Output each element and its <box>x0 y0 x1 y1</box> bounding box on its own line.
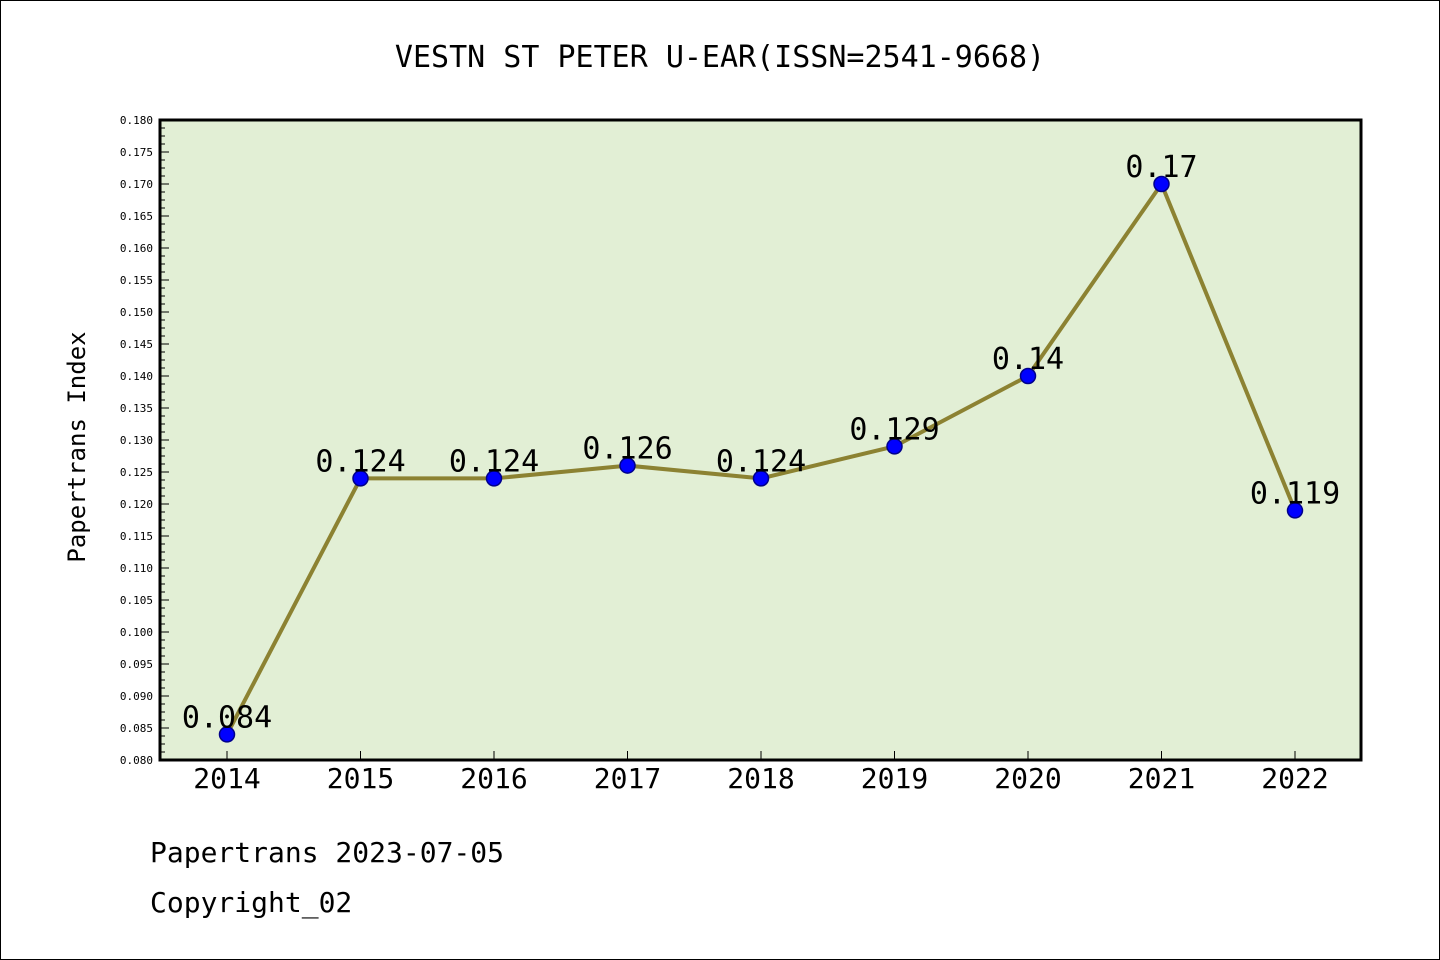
data-label: 0.126 <box>582 432 672 467</box>
data-label: 0.124 <box>315 444 405 479</box>
data-point <box>218 726 236 743</box>
data-point <box>619 457 636 474</box>
data-point <box>1019 367 1037 385</box>
y-tick-label: 0.115 <box>120 530 153 543</box>
data-label: 0.119 <box>1250 476 1340 511</box>
data-point <box>886 438 903 455</box>
x-tick-label: 2020 <box>994 762 1061 795</box>
x-tick-label: 2022 <box>1261 762 1328 795</box>
data-point <box>752 470 770 487</box>
y-tick-label: 0.140 <box>120 370 153 383</box>
y-tick-label: 0.155 <box>120 274 153 287</box>
y-axis: 0.080 0.085 0.090 0.095 0.100 0.105 0.110 0.115… <box>120 114 169 767</box>
data-point <box>485 470 503 487</box>
data-label: 0.124 <box>449 444 539 479</box>
y-tick-label: 0.120 <box>120 498 153 511</box>
y-tick-label: 0.125 <box>120 466 153 479</box>
data-label: 0.084 <box>182 700 272 735</box>
data-labels: 0.084 0.124 0.124 0.126 0.124 0.129 0.14 0.17 0.… <box>182 150 1340 735</box>
y-tick-label: 0.105 <box>120 594 153 607</box>
x-tick-label: 2021 <box>1128 762 1195 795</box>
data-label: 0.17 <box>1125 150 1197 185</box>
data-label: 0.14 <box>992 342 1064 377</box>
y-tick-label: 0.165 <box>120 210 153 223</box>
x-tick-label: 2015 <box>327 762 394 795</box>
x-axis: 2014 2015 2016 2017 2018 2019 2020 2021 2022 <box>193 751 1329 795</box>
plot-border <box>158 118 1363 762</box>
y-tick-label: 0.135 <box>120 402 153 415</box>
y-tick-label: 0.090 <box>120 690 153 703</box>
y-tick-label: 0.095 <box>120 658 153 671</box>
y-tick-label: 0.085 <box>120 722 153 735</box>
footer-copyright: Copyright_02 <box>150 886 353 919</box>
footer-source-date: Papertrans 2023-07-05 <box>150 836 505 869</box>
y-tick-label: 0.175 <box>120 146 153 159</box>
y-tick-label: 0.100 <box>120 626 153 639</box>
data-label: 0.129 <box>849 412 939 447</box>
y-tick-label: 0.145 <box>120 338 153 351</box>
data-markers <box>218 175 1304 743</box>
x-tick-label: 2017 <box>594 762 661 795</box>
data-point <box>1153 175 1170 193</box>
data-point <box>1286 502 1304 519</box>
y-tick-label: 0.160 <box>120 242 153 255</box>
data-label: 0.124 <box>716 444 806 479</box>
data-point <box>352 470 369 487</box>
y-axis-label: Papertrans Index <box>63 331 91 562</box>
y-tick-label: 0.080 <box>120 754 153 767</box>
y-tick-label: 0.170 <box>120 178 153 191</box>
y-tick-label: 0.130 <box>120 434 153 447</box>
x-tick-label: 2018 <box>727 762 794 795</box>
y-tick-label: 0.180 <box>120 114 153 127</box>
chart-title: VESTN ST PETER U-EAR(ISSN=2541-9668) <box>395 40 1045 75</box>
y-tick-label: 0.110 <box>120 562 153 575</box>
x-tick-label: 2014 <box>193 762 260 795</box>
x-tick-label: 2019 <box>861 762 928 795</box>
x-tick-label: 2016 <box>460 762 527 795</box>
y-tick-label: 0.150 <box>120 306 153 319</box>
plot-area <box>160 120 1361 760</box>
